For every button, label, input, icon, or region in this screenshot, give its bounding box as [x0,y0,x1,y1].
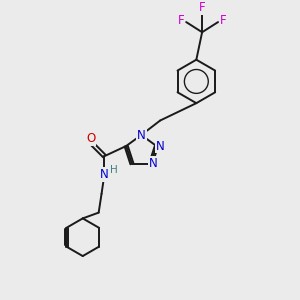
Text: O: O [86,132,95,145]
Text: N: N [156,140,164,152]
Text: N: N [100,168,109,181]
Text: F: F [220,14,226,27]
Text: H: H [110,165,118,175]
Text: N: N [149,157,158,170]
Text: F: F [199,1,206,14]
Text: N: N [137,128,146,142]
Text: F: F [178,14,184,27]
